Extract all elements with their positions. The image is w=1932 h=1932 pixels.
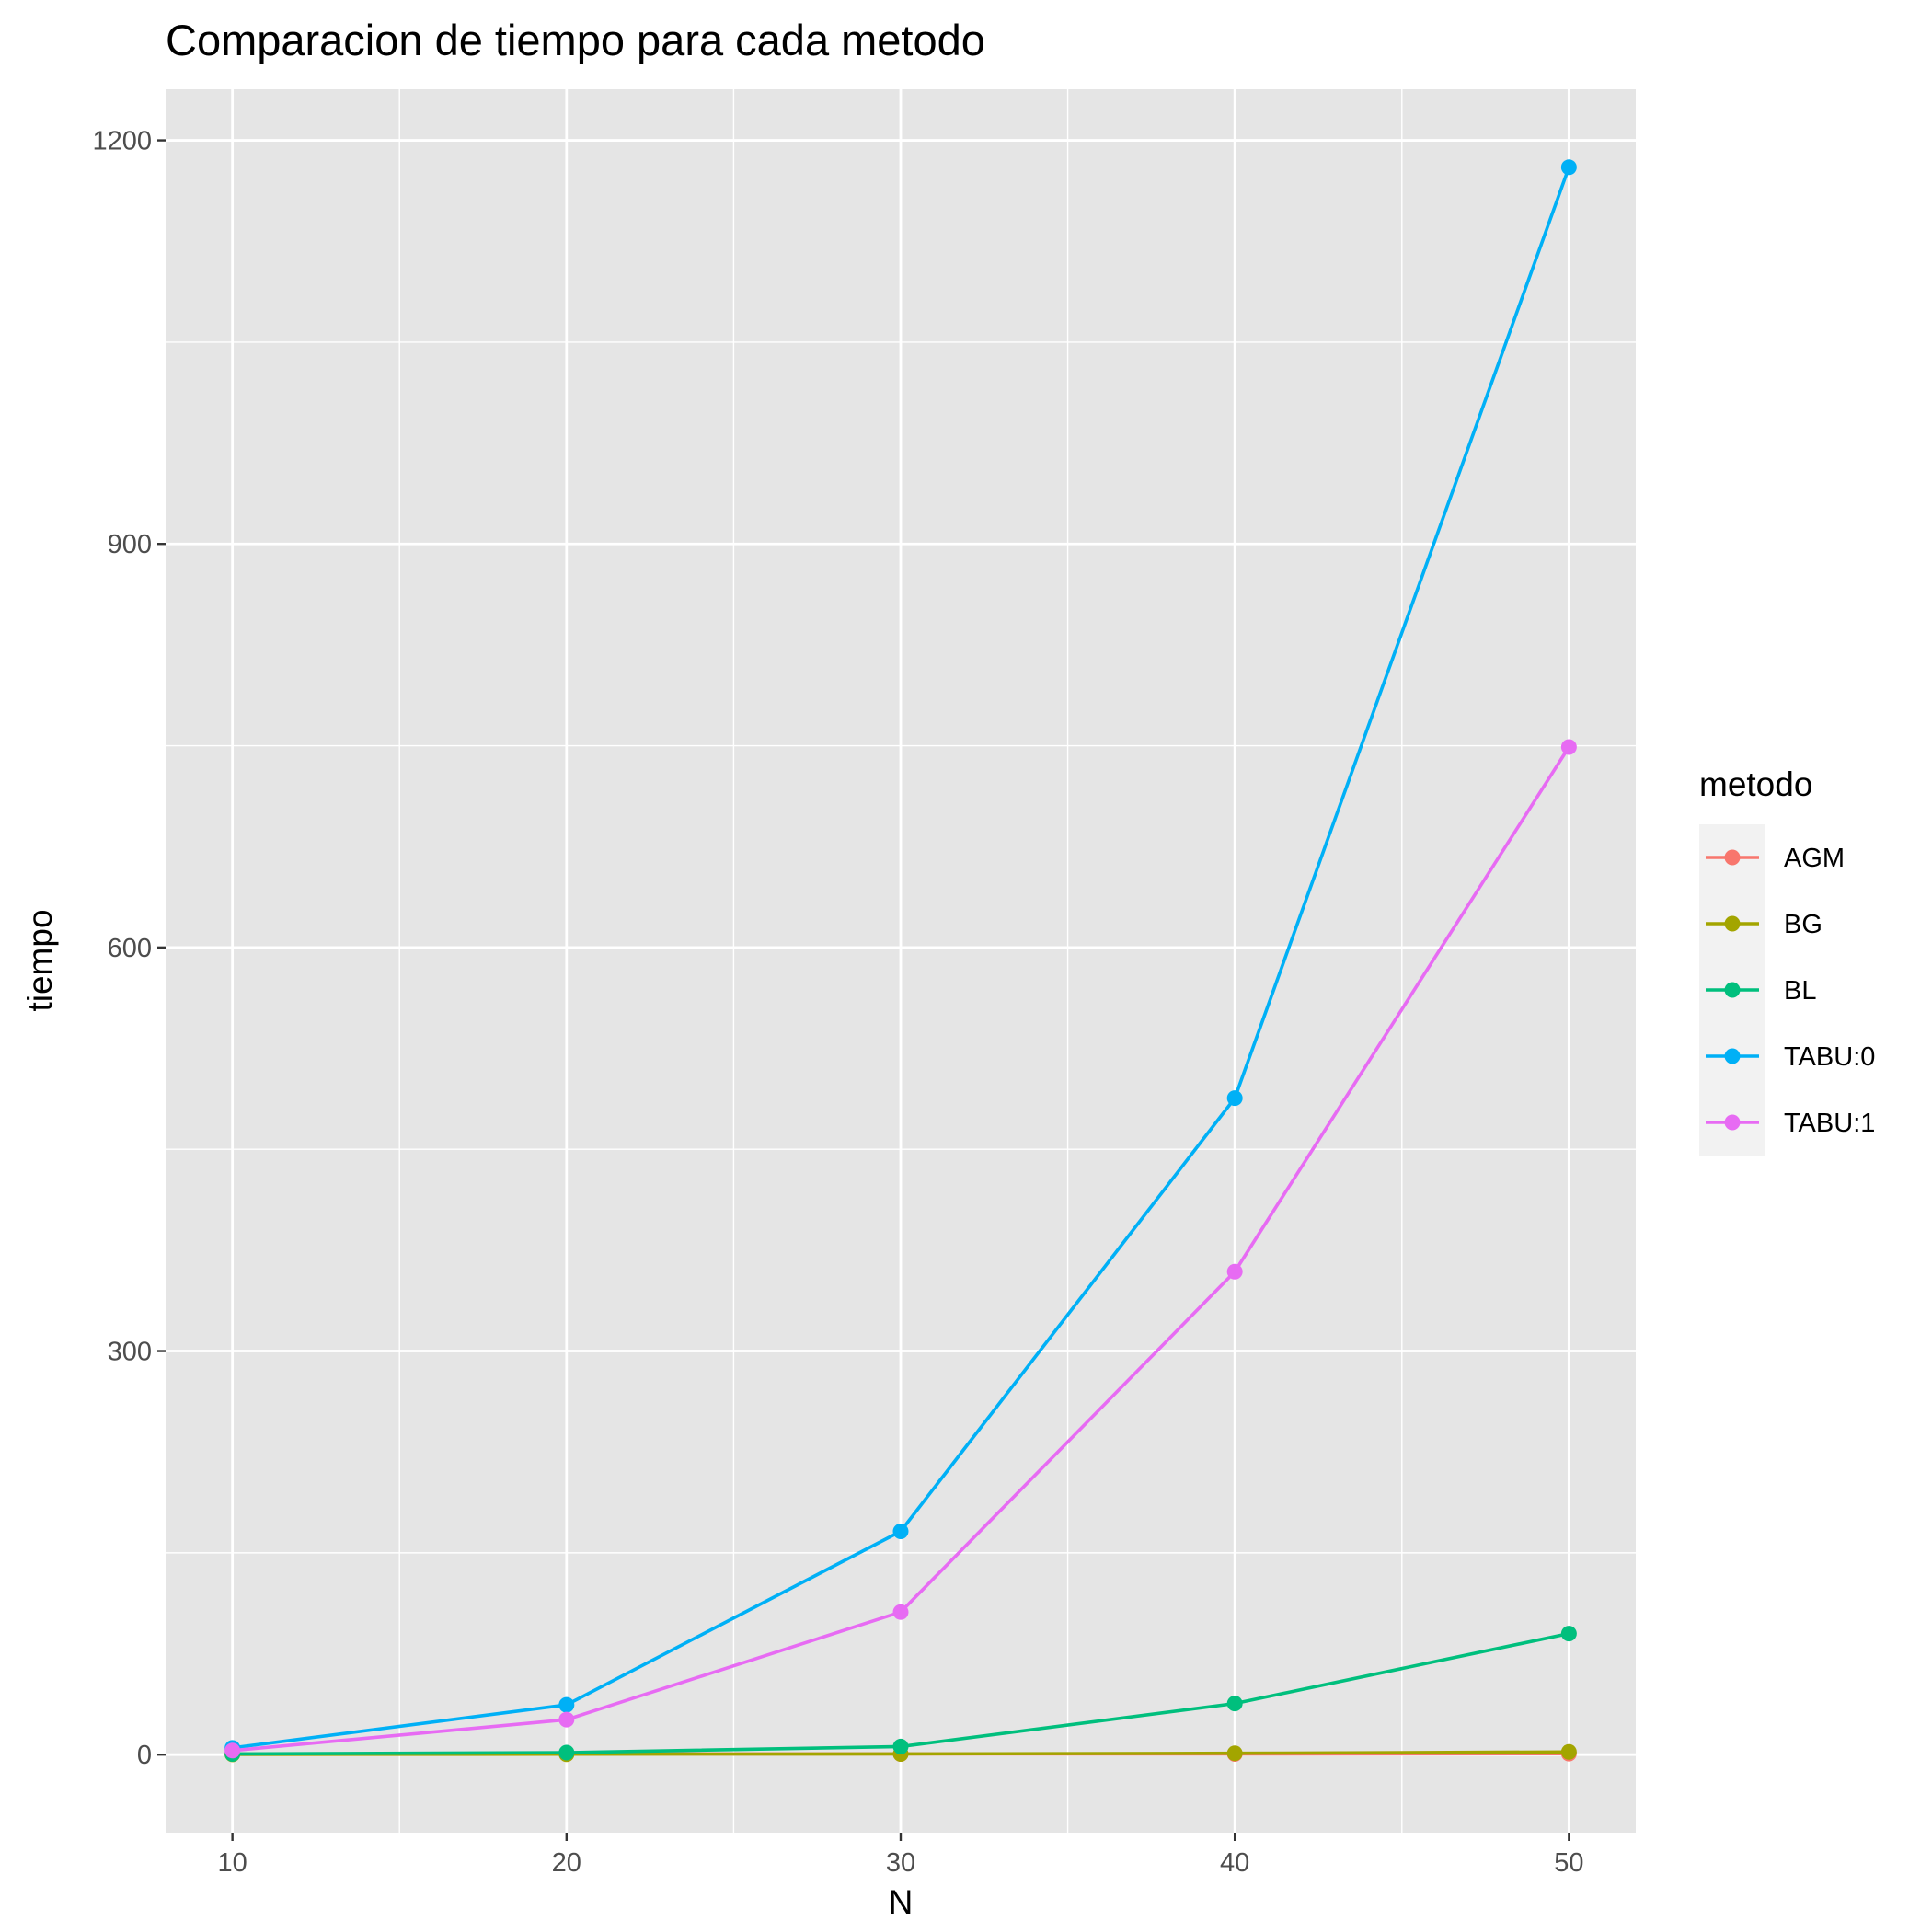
y-tick-label: 900 (108, 530, 152, 559)
series-tabu-1 (224, 739, 1577, 1759)
data-point (1226, 1263, 1243, 1280)
data-point (892, 1738, 909, 1754)
legend-items: AGM BG BL TABU:0 TABU:1 (1699, 824, 1875, 1156)
y-tick-label: 1200 (92, 127, 152, 156)
legend-item: BG (1706, 910, 1823, 939)
data-point (558, 1696, 575, 1713)
legend-item: BL (1706, 976, 1816, 1006)
data-point (892, 1604, 909, 1620)
legend-key-point (1724, 1114, 1741, 1131)
legend-label: BG (1784, 910, 1823, 939)
x-tick-label: 30 (886, 1848, 915, 1878)
legend-title: metodo (1699, 765, 1812, 803)
data-point (1560, 1743, 1577, 1760)
data-point (1560, 159, 1577, 176)
legend-key-point (1724, 849, 1741, 866)
y-tick-label: 0 (137, 1741, 152, 1770)
y-tick-label: 600 (108, 934, 152, 963)
data-point (1560, 739, 1577, 755)
legend-key-point (1724, 982, 1741, 998)
x-tick-label: 20 (552, 1848, 581, 1878)
data-point (1226, 1696, 1243, 1712)
data-point (558, 1711, 575, 1728)
series-layer (224, 159, 1577, 1763)
x-tick-label: 10 (218, 1848, 247, 1878)
legend-item: TABU:0 (1706, 1042, 1875, 1072)
legend-item: TABU:1 (1706, 1109, 1875, 1138)
legend-item: AGM (1706, 844, 1845, 873)
x-axis-title: N (889, 1883, 914, 1921)
data-point (1226, 1090, 1243, 1107)
data-point (224, 1742, 241, 1759)
data-point (892, 1523, 909, 1539)
plot-panel (166, 89, 1636, 1833)
legend-label: TABU:1 (1784, 1109, 1875, 1138)
legend-label: AGM (1784, 844, 1845, 873)
legend-label: BL (1784, 976, 1816, 1006)
legend-key-point (1724, 1048, 1741, 1064)
y-axis-title: tiempo (21, 909, 59, 1011)
legend: metodo AGM BG BL TABU:0 TABU:1 (1699, 765, 1875, 1156)
legend-key-point (1724, 915, 1741, 932)
data-point (1226, 1745, 1243, 1762)
chart-title: Comparacion de tiempo para cada metodo (166, 16, 985, 64)
x-tick-label: 40 (1220, 1848, 1249, 1878)
data-point (1560, 1626, 1577, 1642)
x-tick-label: 50 (1554, 1848, 1583, 1878)
y-tick-label: 300 (108, 1338, 152, 1367)
data-point (558, 1744, 575, 1761)
legend-label: TABU:0 (1784, 1042, 1875, 1072)
axes-layer: 0 300 600 900 1200 10 20 30 40 50 (92, 127, 1583, 1878)
